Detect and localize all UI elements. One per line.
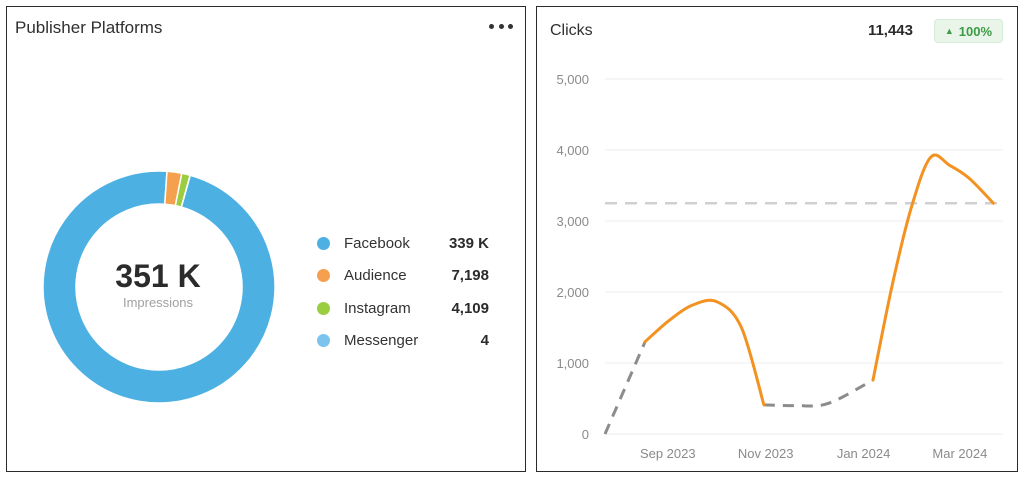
messenger-color-dot — [317, 334, 330, 348]
legend-item-messenger[interactable]: Messenger 4 — [317, 325, 489, 358]
legend-value: 339 K — [448, 234, 489, 252]
y-tick-label: 0 — [582, 427, 589, 442]
series-line-clicks-2 — [871, 153, 995, 382]
donut-slice-facebook[interactable] — [42, 170, 276, 404]
series-line-dashed-gap — [763, 378, 874, 408]
legend-label: Facebook — [344, 234, 410, 252]
series-line-dashed-start — [603, 341, 647, 435]
legend-label: Instagram — [344, 299, 411, 317]
platform-legend: Facebook 339 K Audience 7,198 Instagram … — [317, 227, 489, 357]
y-tick-label: 3,000 — [556, 214, 589, 229]
publisher-platforms-title: Publisher Platforms — [15, 18, 163, 37]
y-tick-label: 2,000 — [556, 285, 589, 300]
legend-item-facebook[interactable]: Facebook 339 K — [317, 227, 489, 260]
donut-center: 351 K Impressions — [43, 259, 273, 310]
legend-value: 7,198 — [451, 267, 489, 285]
y-tick-label: 5,000 — [556, 72, 589, 87]
impressions-donut-chart — [42, 170, 276, 404]
impressions-total: 351 K — [115, 258, 201, 294]
impressions-label: Impressions — [122, 295, 194, 310]
legend-label: Messenger — [344, 332, 419, 350]
donut-slice-messenger[interactable] — [180, 174, 192, 208]
legend-item-instagram[interactable]: Instagram 4,109 — [317, 292, 489, 325]
clicks-title: Clicks — [550, 22, 593, 39]
facebook-color-dot — [317, 236, 330, 250]
x-tick-label: Mar 2024 — [932, 446, 987, 461]
legend-item-audience[interactable]: Audience 7,198 — [317, 260, 489, 293]
y-tick-label: 1,000 — [556, 356, 589, 371]
clicks-line-chart: 0 1,000 2,000 3,000 4,000 5,000 Sep 2023 Nov 20… — [556, 72, 1003, 461]
x-tick-label: Sep 2023 — [640, 446, 696, 461]
clicks-card: Clicks 11,443 ▲ 100% 0 1,000 2,000 3,000 4,0… — [536, 6, 1018, 472]
x-tick-label: Nov 2023 — [738, 446, 794, 461]
x-tick-label: Jan 2024 — [837, 446, 891, 461]
legend-value: 4,109 — [451, 299, 489, 317]
triangle-up-icon: ▲ — [944, 26, 954, 36]
publisher-platforms-card: Publisher Platforms 351 K Impressions Fa… — [6, 6, 526, 472]
change-badge: ▲ 100% — [933, 19, 1003, 43]
audience-color-dot — [317, 269, 330, 283]
series-line-clicks-1 — [643, 298, 766, 407]
more-options-icon[interactable] — [489, 19, 513, 33]
y-tick-label: 4,000 — [556, 143, 589, 158]
change-value: 100% — [958, 23, 992, 39]
clicks-total: 11,443 — [867, 22, 913, 39]
legend-value: 4 — [480, 332, 489, 350]
instagram-color-dot — [317, 301, 330, 315]
legend-label: Audience — [344, 267, 407, 285]
